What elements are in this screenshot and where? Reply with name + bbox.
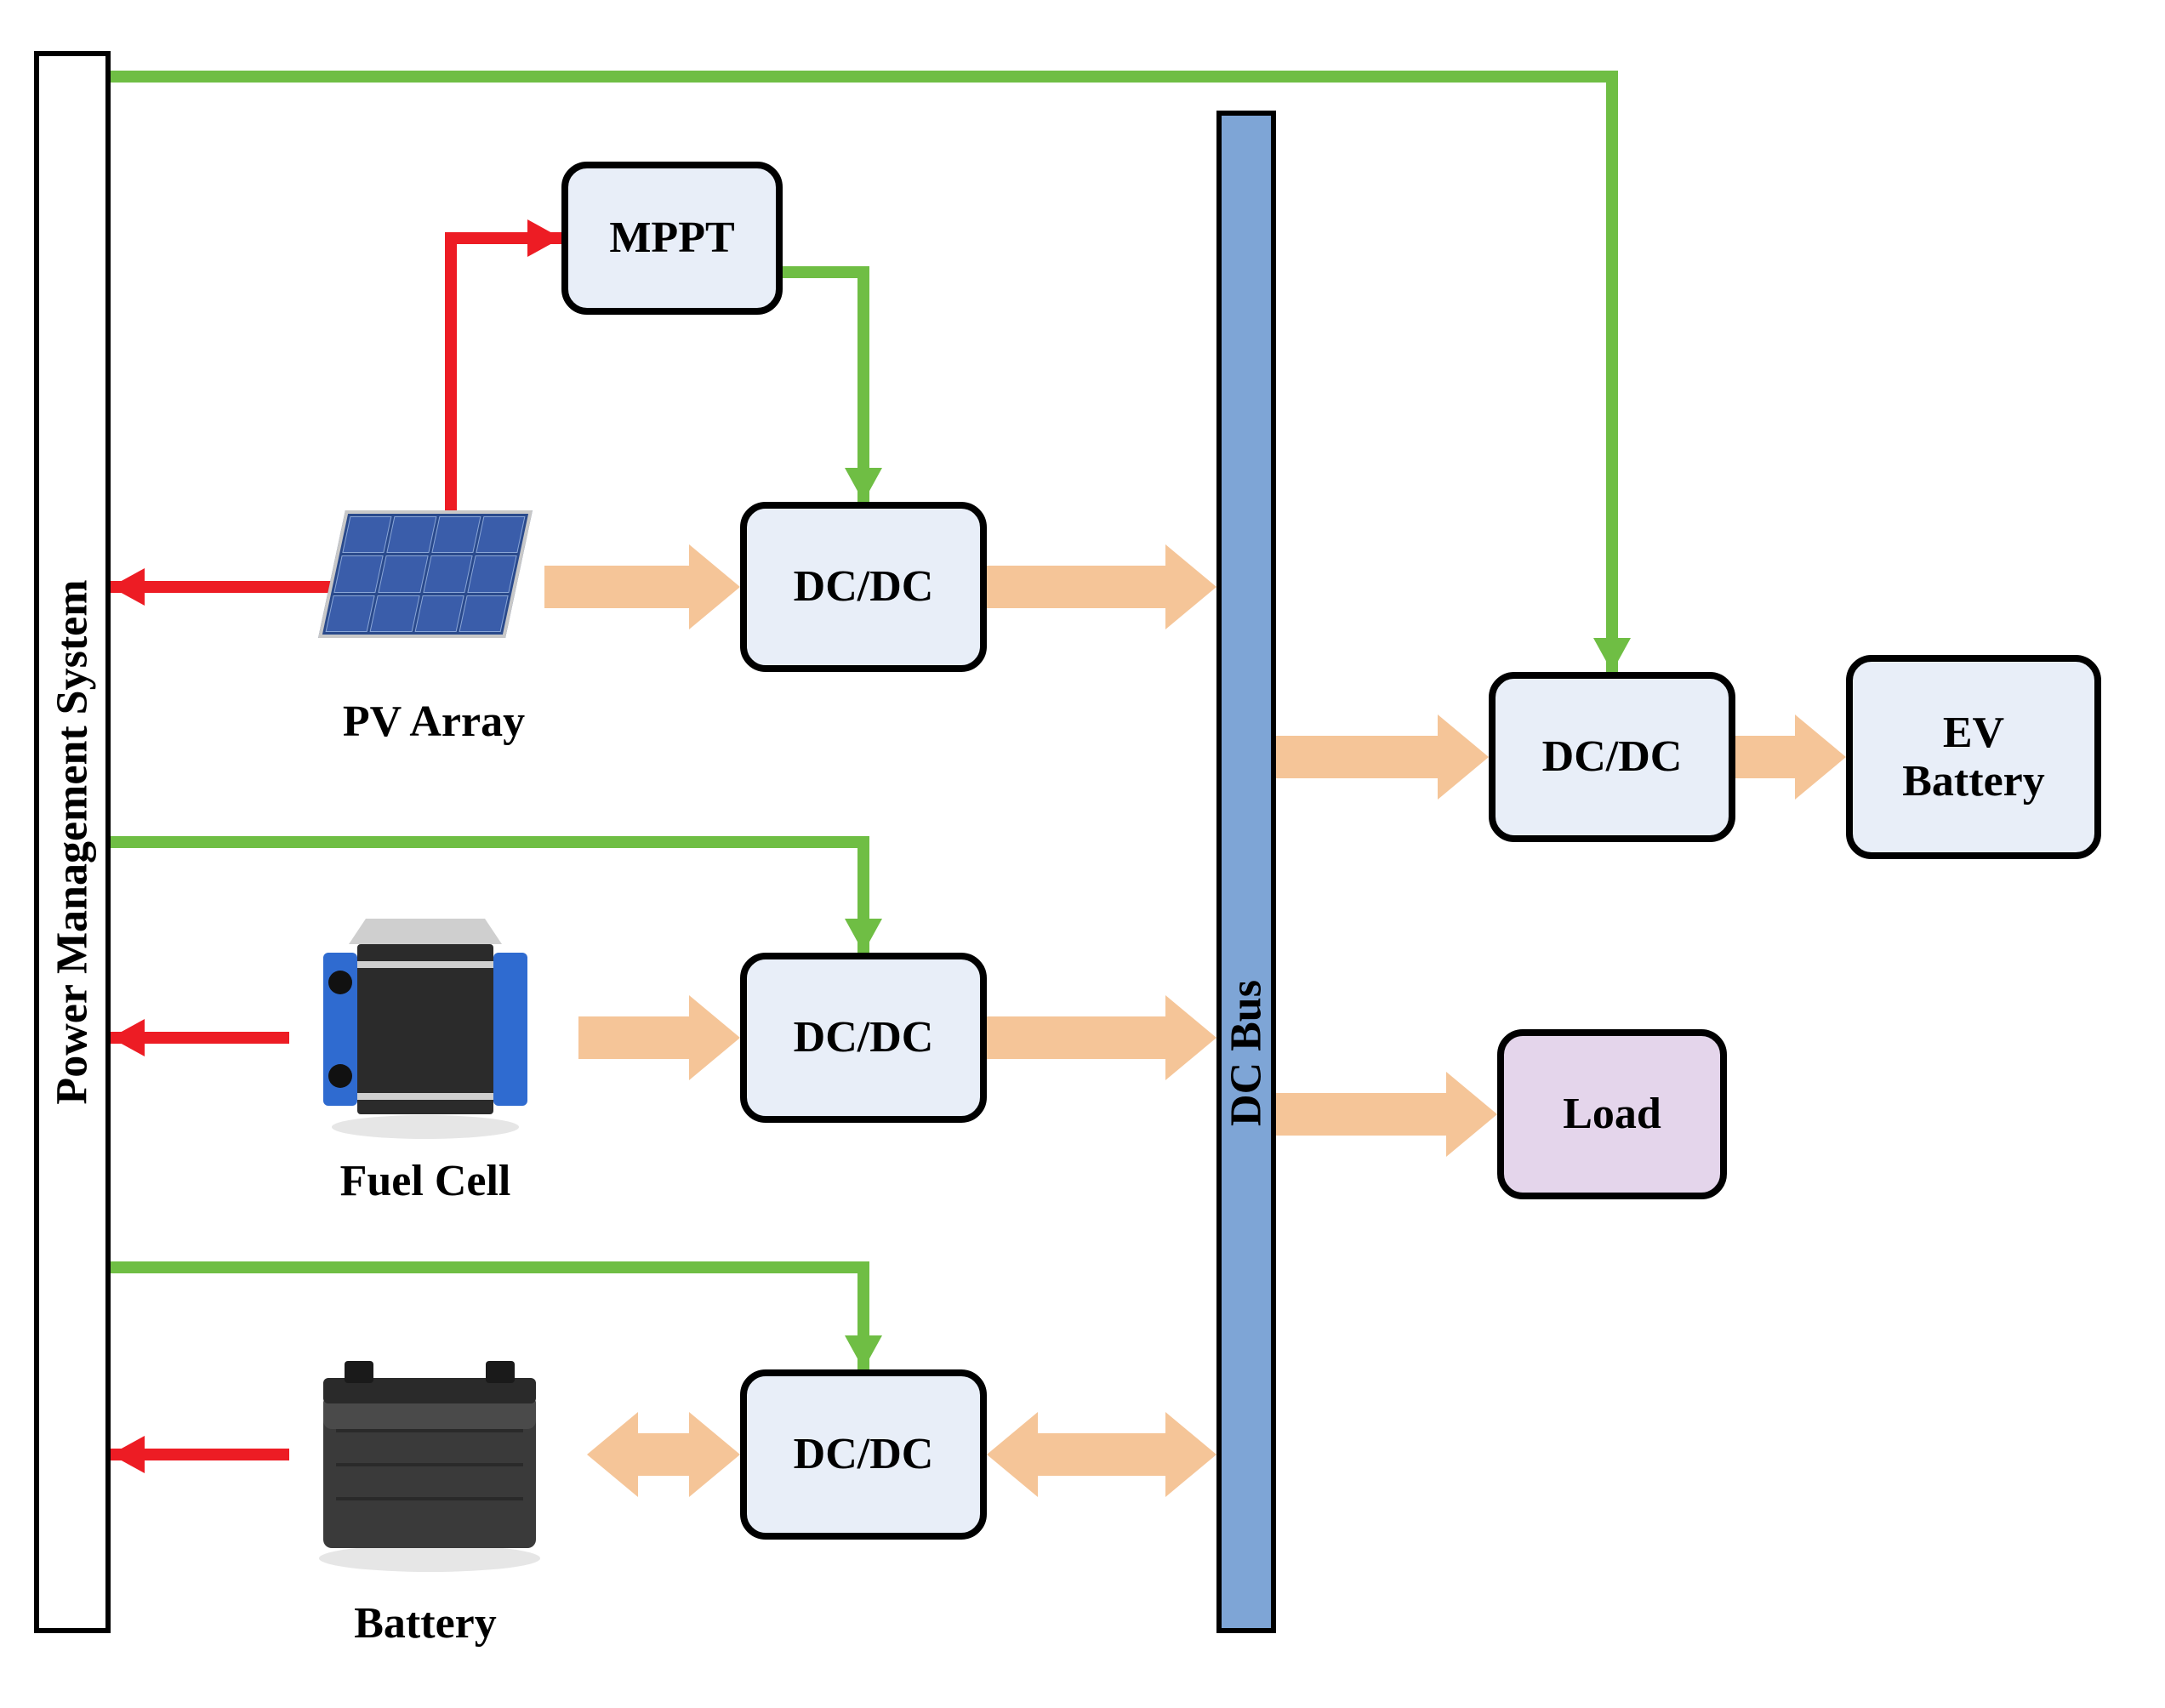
load-label: Load: [1563, 1090, 1661, 1138]
mppt-block: MPPT: [561, 162, 783, 315]
dcdc-out-block: DC/DC: [1489, 672, 1735, 842]
dcdc-out-label: DC/DC: [1542, 732, 1683, 781]
fuel-cell-icon: [298, 902, 553, 1140]
dcdc-pv-label: DC/DC: [794, 562, 934, 611]
ev-battery-label: EVBattery: [1902, 709, 2044, 806]
dcdc-bat-block: DC/DC: [740, 1369, 987, 1540]
diagram-canvas: Power Management System MPPT DC/DC DC/DC…: [0, 0, 2165, 1708]
dcdc-pv-block: DC/DC: [740, 502, 987, 672]
dcdc-fc-label: DC/DC: [794, 1013, 934, 1062]
pms-label: Power Management System: [48, 579, 96, 1104]
pms-block: Power Management System: [34, 51, 111, 1633]
mppt-label: MPPT: [609, 214, 734, 262]
dcdc-bat-label: DC/DC: [794, 1430, 934, 1478]
dcdc-fc-block: DC/DC: [740, 953, 987, 1123]
battery-icon: [298, 1335, 561, 1574]
battery-label: Battery: [298, 1599, 553, 1648]
ev-battery-block: EVBattery: [1846, 655, 2101, 859]
dcbus-block: DC Bus: [1216, 111, 1276, 1633]
pv-array-label: PV Array: [306, 697, 561, 746]
pv-array-icon: [332, 510, 519, 638]
load-block: Load: [1497, 1029, 1727, 1199]
dcbus-label: DC Bus: [1222, 980, 1270, 1126]
fuel-cell-label: Fuel Cell: [298, 1157, 553, 1205]
